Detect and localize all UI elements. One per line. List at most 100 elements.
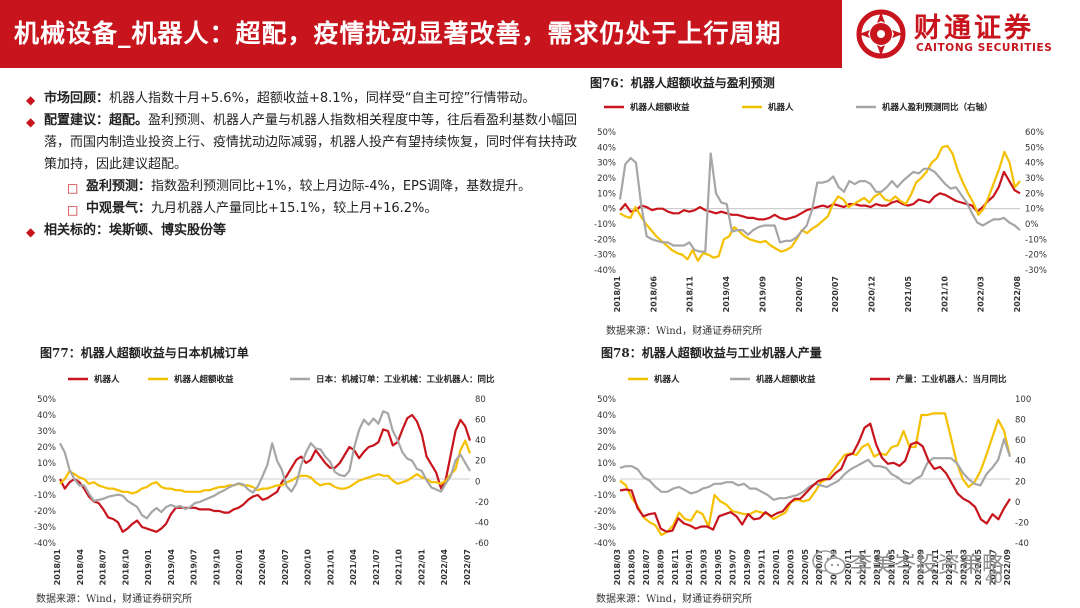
x-tick-label: 2020/04	[258, 549, 267, 586]
x-tick-label: 2020/01	[772, 549, 781, 586]
summary-bullets: ◆ 市场回顾：机器人指数十月+5.6%，超额收益+8.1%，同样受“自主可控”行…	[26, 88, 586, 242]
x-tick-label: 2018/05	[627, 549, 636, 586]
sub-bullet-prosperity: □ 中观景气：九月机器人产量同比+15.1%，较上月+16.2%。	[26, 198, 586, 220]
y-left-tick-label: -30%	[34, 523, 56, 533]
x-tick-label: 2020/07	[831, 276, 840, 312]
legend-label: 日本：机械订单：工业机械：工业机器人：同比	[316, 374, 495, 385]
y-left-tick-label: 20%	[597, 174, 616, 184]
x-tick-label: 2020/10	[304, 549, 313, 586]
legend-label: 机器人	[768, 102, 794, 113]
bullet-related: ◆ 相关标的：埃斯顿、博实股份等	[26, 220, 586, 242]
chart-fig78: -40% -30% -20% -10% 0% 10% 20% 30% 40% 50% -40 -20 0…	[594, 374, 1031, 586]
figure-77-title: 图77：机器人超额收益与日本机械订单	[40, 346, 249, 360]
y-left-tick-label: -40%	[594, 539, 616, 549]
x-tick-label: 2018/01	[613, 276, 622, 313]
y-left-tick-label: 10%	[597, 189, 616, 199]
sub-bullet-square-icon: □	[67, 203, 79, 217]
y-left-tick-label: -10%	[594, 491, 616, 501]
x-tick-label: 2019/11	[757, 549, 766, 586]
x-tick-label: 2019/10	[212, 549, 221, 586]
y-right-tick-label: -60	[475, 539, 489, 549]
bullet-market-review: ◆ 市场回顾：机器人指数十月+5.6%，超额收益+8.1%，同样受“自主可控”行…	[26, 88, 586, 110]
x-tick-label: 2021/05	[904, 276, 913, 313]
y-left-tick-label: -20%	[34, 507, 56, 517]
bullet-diamond-icon: ◆	[26, 115, 36, 129]
x-tick-label: 2018/07	[642, 549, 651, 585]
x-tick-label: 2022/08	[1013, 276, 1022, 313]
x-tick-label: 2022/07	[989, 549, 998, 585]
y-right-tick-label: 30%	[1025, 174, 1044, 184]
series-line	[619, 144, 1021, 262]
x-tick-label: 2021/04	[349, 549, 358, 586]
y-right-tick-label: -30%	[1025, 266, 1047, 276]
x-tick-label: 2020/03	[786, 549, 795, 585]
legend-label: 机器人超额收益	[174, 374, 234, 385]
x-tick-label: 2021/10	[395, 549, 404, 586]
x-tick-label: 2020/11	[844, 549, 853, 586]
bullet-label: 市场回顾：	[44, 91, 110, 106]
y-left-tick-label: 10%	[597, 459, 616, 469]
y-right-tick-label: 50%	[1025, 143, 1044, 153]
y-left-tick-label: 30%	[37, 427, 56, 437]
y-left-tick-label: 30%	[597, 427, 616, 437]
x-tick-label: 2020/07	[815, 549, 824, 585]
bullet-label: 中观景气：	[86, 201, 152, 216]
figure-78-source: 数据来源：Wind，财通证券研究所	[596, 594, 753, 605]
y-right-tick-label: -40	[1015, 539, 1029, 549]
x-tick-label: 2018/11	[686, 276, 695, 313]
legend-label: 机器人	[94, 374, 120, 385]
sub-bullet-square-icon: □	[67, 181, 79, 195]
bullet-diamond-icon: ◆	[26, 225, 36, 239]
x-tick-label: 2018/07	[99, 549, 108, 585]
series-line	[59, 413, 472, 533]
y-left-tick-label: 50%	[597, 395, 616, 405]
y-left-tick-label: 0%	[603, 475, 617, 485]
x-tick-label: 2022/03	[977, 276, 986, 312]
chart-fig76: -40% -30% -20% -10% 0% 10% 20% 30% 40% 50% -30% -20…	[594, 102, 1047, 313]
y-right-tick-label: -20%	[1025, 251, 1047, 261]
y-right-tick-label: 20%	[1025, 189, 1044, 199]
y-right-tick-label: 60%	[1025, 128, 1044, 138]
y-left-tick-label: 30%	[597, 159, 616, 169]
bullet-allocation: ◆ 配置建议：超配。盈利预测、机器人产量与机器人指数相关程度中等，往后看盈利基数…	[26, 110, 586, 176]
bullet-label: 相关标的：埃斯顿、博实股份等	[44, 223, 227, 238]
legend-label: 机器人超额收益	[630, 102, 690, 113]
series-line	[59, 410, 471, 520]
legend-label: 机器人超额收益	[756, 374, 816, 385]
y-left-tick-label: 40%	[37, 411, 56, 421]
x-tick-label: 2018/09	[656, 549, 665, 586]
x-tick-label: 2018/03	[613, 549, 622, 585]
y-left-tick-label: -20%	[594, 235, 616, 245]
x-tick-label: 2018/04	[76, 549, 85, 586]
x-tick-label: 2021/01	[859, 549, 868, 586]
y-right-tick-label: 10%	[1025, 205, 1044, 215]
y-left-tick-label: 50%	[37, 395, 56, 405]
x-tick-label: 2022/05	[974, 549, 983, 586]
y-left-tick-label: 40%	[597, 143, 616, 153]
x-tick-label: 2019/04	[167, 549, 176, 586]
y-left-tick-label: -40%	[594, 266, 616, 276]
x-tick-label: 2022/09	[1003, 549, 1012, 586]
page-title: 机械设备_机器人：超配，疫情扰动显著改善，需求仍处于上行周期	[14, 19, 782, 48]
x-tick-label: 2021/07	[372, 549, 381, 585]
figure-76-title: 图76：机器人超额收益与盈利预测	[590, 76, 775, 90]
x-tick-label: 2022/04	[440, 549, 449, 586]
y-right-tick-label: 80	[475, 395, 486, 405]
series-line	[619, 170, 1021, 221]
legend-label: 机器人盈利预测同比（右轴）	[882, 102, 993, 113]
y-right-tick-label: 20	[1015, 477, 1026, 487]
figure-78-title: 图78：机器人超额收益与工业机器人产量	[601, 346, 822, 360]
x-tick-label: 2022/01	[417, 549, 426, 586]
logo-chinese-name: 财通证券	[914, 13, 1034, 44]
y-left-tick-label: 10%	[37, 459, 56, 469]
bullet-text: 机器人指数十月+5.6%，超额收益+8.1%，同样受“自主可控”行情带动。	[109, 91, 536, 106]
y-right-tick-label: 0	[475, 477, 480, 487]
x-tick-label: 2020/05	[801, 549, 810, 586]
x-tick-label: 2021/11	[931, 549, 940, 586]
wechat-icon	[812, 550, 846, 575]
series-line	[59, 439, 472, 495]
legend-label: 机器人	[654, 374, 680, 385]
y-right-tick-label: -10%	[1025, 235, 1047, 245]
y-left-tick-label: -30%	[594, 523, 616, 533]
x-tick-label: 2022/07	[463, 549, 472, 585]
